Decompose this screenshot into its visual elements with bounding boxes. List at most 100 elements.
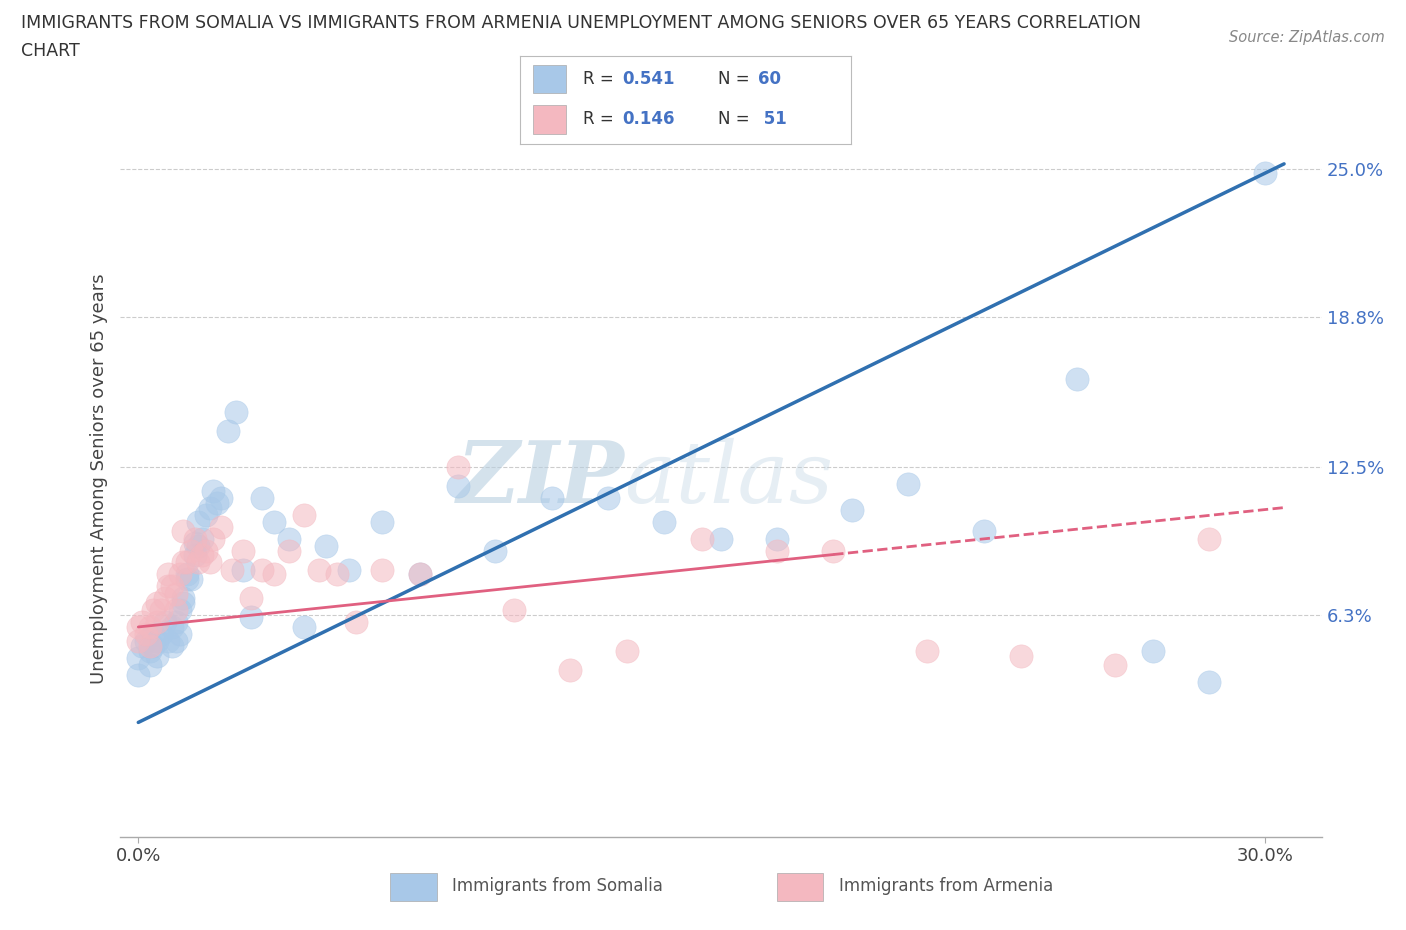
Point: [138, 658, 160, 672]
Point: [371, 563, 394, 578]
Point: [1254, 166, 1277, 180]
Point: [127, 667, 149, 682]
Point: [202, 484, 225, 498]
Text: Immigrants from Armenia: Immigrants from Armenia: [838, 877, 1053, 895]
Point: [131, 615, 153, 630]
Y-axis label: Unemployment Among Seniors over 65 years: Unemployment Among Seniors over 65 years: [90, 273, 108, 684]
Point: [183, 536, 205, 551]
Point: [127, 651, 149, 666]
Point: [142, 603, 165, 618]
Point: [191, 548, 214, 563]
Point: [326, 567, 349, 582]
Point: [915, 644, 938, 658]
Point: [252, 563, 274, 578]
Text: 0.541: 0.541: [623, 70, 675, 87]
Point: [198, 555, 221, 570]
Point: [180, 572, 202, 587]
Point: [766, 543, 789, 558]
Point: [160, 578, 183, 594]
Point: [157, 578, 180, 594]
Text: atlas: atlas: [624, 438, 834, 520]
Point: [142, 639, 165, 654]
Point: [240, 591, 263, 605]
Point: [169, 567, 191, 582]
Point: [503, 603, 526, 618]
Point: [263, 514, 285, 529]
Point: [484, 543, 506, 558]
Point: [337, 563, 360, 578]
Point: [225, 405, 247, 419]
Point: [221, 563, 243, 578]
Point: [205, 496, 228, 511]
Point: [897, 476, 920, 491]
Point: [142, 627, 165, 642]
Point: [138, 619, 160, 634]
Text: Immigrants from Somalia: Immigrants from Somalia: [453, 877, 662, 895]
FancyBboxPatch shape: [778, 873, 824, 901]
Text: CHART: CHART: [21, 42, 80, 60]
Point: [198, 500, 221, 515]
Point: [146, 615, 169, 630]
Point: [131, 639, 153, 654]
Point: [172, 595, 194, 610]
FancyBboxPatch shape: [533, 65, 567, 93]
Point: [176, 572, 198, 587]
Point: [127, 619, 149, 634]
Point: [209, 519, 232, 534]
Point: [172, 524, 194, 538]
Point: [187, 538, 209, 553]
Point: [176, 555, 198, 570]
Point: [194, 508, 217, 523]
Point: [191, 531, 214, 546]
Point: [180, 543, 202, 558]
Text: 51: 51: [758, 111, 787, 128]
Point: [138, 644, 160, 658]
Point: [308, 563, 330, 578]
Text: N =: N =: [718, 111, 755, 128]
Point: [1198, 531, 1220, 546]
Point: [169, 603, 191, 618]
Point: [344, 615, 367, 630]
Point: [146, 648, 169, 663]
Point: [172, 591, 194, 605]
Point: [371, 514, 394, 529]
Point: [616, 644, 638, 658]
Text: Source: ZipAtlas.com: Source: ZipAtlas.com: [1229, 30, 1385, 45]
Point: [149, 603, 172, 618]
Text: 60: 60: [758, 70, 782, 87]
Point: [157, 567, 180, 582]
Point: [1198, 674, 1220, 689]
Point: [169, 627, 191, 642]
Point: [135, 627, 157, 642]
Point: [446, 459, 468, 474]
Point: [160, 619, 183, 634]
Point: [596, 491, 619, 506]
Point: [138, 639, 160, 654]
Point: [183, 531, 205, 546]
Text: R =: R =: [583, 111, 619, 128]
Point: [127, 634, 149, 649]
Point: [540, 491, 562, 506]
Point: [217, 424, 239, 439]
Point: [252, 491, 274, 506]
Point: [710, 531, 733, 546]
Point: [209, 491, 232, 506]
Point: [176, 567, 198, 582]
Point: [149, 627, 172, 642]
Point: [841, 502, 863, 517]
Point: [277, 531, 299, 546]
FancyBboxPatch shape: [533, 105, 567, 134]
Point: [187, 555, 209, 570]
Point: [652, 514, 675, 529]
Point: [135, 634, 157, 649]
Point: [292, 508, 315, 523]
Point: [766, 531, 789, 546]
Point: [165, 634, 187, 649]
Point: [160, 639, 183, 654]
Point: [263, 567, 285, 582]
Point: [146, 595, 169, 610]
Point: [146, 634, 169, 649]
Point: [165, 615, 187, 630]
Point: [153, 615, 176, 630]
Point: [165, 603, 187, 618]
